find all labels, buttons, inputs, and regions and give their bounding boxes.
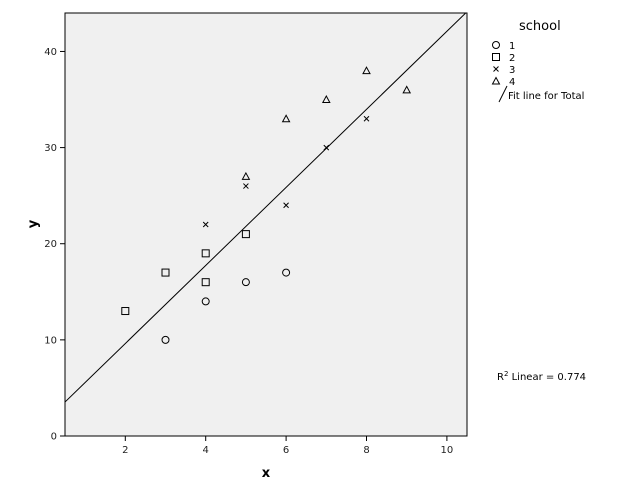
data-point-school-3 — [323, 144, 330, 151]
legend-label-fit-line: Fit line for Total — [508, 91, 584, 102]
legend-label-school-2: 2 — [509, 53, 515, 64]
x-tick-label: 6 — [283, 445, 289, 456]
data-point-school-2 — [241, 230, 250, 239]
data-point-school-4 — [402, 85, 412, 94]
data-point-school-4 — [241, 171, 251, 180]
legend-marker-fit-line — [498, 85, 508, 103]
legend-label-school-3: 3 — [509, 65, 515, 76]
plot-area — [64, 12, 468, 437]
data-point-school-2 — [161, 268, 170, 277]
x-tick-label: 10 — [441, 445, 454, 456]
data-point-school-3 — [202, 221, 209, 228]
y-tick-label: 40 — [44, 47, 57, 58]
r2-annotation: R2 Linear = 0.774 — [497, 370, 586, 383]
data-point-school-3 — [243, 183, 249, 189]
y-tick-label: 20 — [44, 239, 57, 250]
legend-marker-square — [492, 53, 500, 61]
legend-marker-circle — [492, 41, 500, 49]
data-point-school-3 — [363, 115, 370, 122]
x-tick-label: 4 — [203, 445, 209, 456]
legend-marker-triangle — [491, 76, 501, 85]
legend-title: school — [519, 19, 561, 34]
data-point-school-4 — [321, 94, 331, 104]
legend-marker-x — [493, 66, 499, 72]
data-point-school-3 — [283, 202, 289, 209]
r2-superscript: 2 — [504, 370, 508, 378]
r2-value: Linear = 0.774 — [508, 372, 586, 383]
data-point-school-2 — [201, 278, 210, 287]
data-point-school-4 — [281, 114, 291, 123]
data-point-school-2 — [201, 249, 210, 258]
data-point-school-1 — [282, 268, 291, 277]
y-tick-label: 0 — [51, 432, 57, 443]
y-tick-label: 10 — [44, 335, 57, 346]
data-point-school-4 — [362, 66, 371, 75]
x-tick-label: 8 — [363, 445, 369, 456]
data-point-school-1 — [201, 297, 210, 306]
legend-label-school-1: 1 — [509, 41, 515, 52]
y-axis-title: y — [26, 219, 41, 228]
data-point-school-1 — [161, 335, 170, 344]
y-tick-label: 30 — [44, 143, 57, 154]
fit-line — [65, 13, 467, 403]
x-axis-title: x — [262, 466, 271, 481]
legend-label-school-4: 4 — [509, 77, 515, 88]
data-point-school-1 — [241, 278, 250, 287]
r2-prefix: R — [497, 372, 504, 383]
x-tick-label: 2 — [122, 445, 128, 456]
data-point-school-2 — [121, 307, 130, 316]
